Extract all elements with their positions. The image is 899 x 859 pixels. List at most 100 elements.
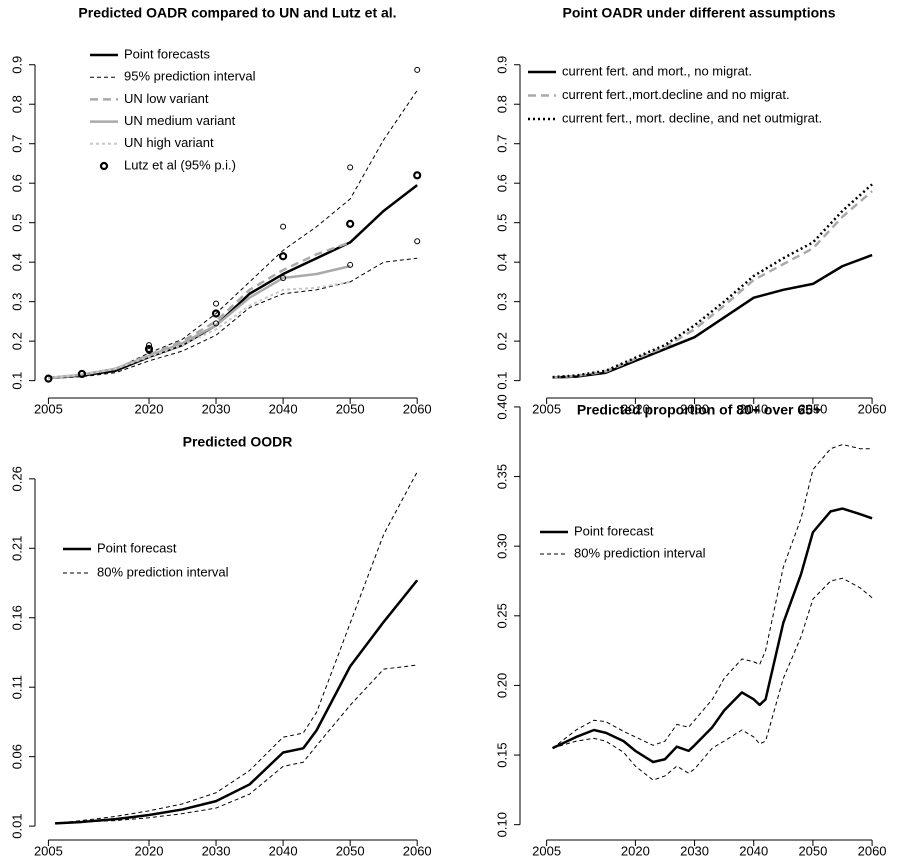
line [552,444,873,749]
x-tick-label: 2060 [403,401,432,416]
x-tick-label: 2050 [798,401,827,416]
legend-label: 80% prediction interval [97,564,229,579]
x-tick-label: 2005 [34,843,63,858]
interval-point [347,261,354,268]
y-tick-label: 0.9 [9,56,24,74]
interval-point [213,320,220,327]
line [48,280,351,379]
x-tick-label: 2060 [858,843,887,858]
y-tick-label: 0.7 [9,135,24,153]
x-tick-label: 2040 [269,401,298,416]
chart-title: Predicted proportion of 80+ over 65+ [577,402,821,418]
panel: Predicted OADR compared to UN and Lutz e… [9,5,431,417]
point [346,219,355,228]
x-tick-label: 2005 [34,401,63,416]
legend-label: Point forecast [97,540,177,555]
line [55,579,419,825]
y-tick-label: 0.1 [494,372,509,390]
x-tick-label: 2030 [202,843,231,858]
y-tick-label: 0.6 [9,174,24,192]
chart-title: Predicted OADR compared to UN and Lutz e… [78,5,396,21]
legend-label: Point forecast [574,523,654,538]
point [144,344,154,354]
legend-symbol [99,161,109,171]
legend-label: UN high variant [124,135,214,150]
interval-point [347,164,354,171]
x-tick-label: 2050 [798,843,827,858]
x-tick-label: 2020 [135,401,164,416]
panel: Predicted proportion of 80+ over 65+ 2005… [494,394,886,858]
interval-point [280,274,287,281]
x-tick-label: 2040 [739,843,768,858]
panel: Predicted OODR 2005 2020 2030 2040 2050 2060 0.… [9,434,431,859]
y-tick-label: 0.30 [494,534,509,559]
y-tick-label: 0.7 [494,135,509,153]
y-tick-label: 0.2 [494,332,509,350]
x-tick-label: 2030 [680,843,709,858]
line [48,184,418,380]
y-tick-label: 0.1 [9,372,24,390]
interval-point [145,348,152,355]
point [278,252,288,261]
interval-point [280,223,287,230]
x-tick-label: 2050 [336,843,365,858]
y-tick-label: 0.8 [9,95,24,113]
y-tick-label: 0.15 [494,742,509,767]
y-tick-label: 0.3 [494,293,509,311]
y-tick-label: 0.06 [9,744,24,769]
x-tick-label: 2020 [621,843,650,858]
legend-label: 95% prediction interval [124,69,256,84]
y-tick-label: 0.01 [9,813,24,838]
x-tick-label: 2060 [858,401,887,416]
line [48,241,351,380]
y-tick-label: 0.25 [494,603,509,628]
y-tick-label: 0.9 [494,56,509,74]
x-tick-label: 2020 [621,401,650,416]
y-tick-label: 0.20 [494,673,509,698]
interval-point [414,238,421,245]
x-tick-label: 2040 [739,401,768,416]
y-tick-label: 0.26 [9,466,24,491]
y-tick-label: 0.16 [9,605,24,630]
y-tick-label: 0.11 [9,675,24,699]
legend-label: Lutz et al (95% p.i.) [124,157,236,172]
legend-label: Point forecasts [124,46,210,61]
legend-label: current fert., mort. decline, and net ou… [562,110,822,125]
y-tick-label: 0.2 [9,332,24,350]
y-tick-label: 0.40 [494,394,509,419]
y-tick-label: 0.3 [9,293,24,311]
line [48,90,418,378]
chart-title: Predicted OODR [183,434,293,450]
y-tick-label: 0.10 [494,812,509,837]
point [77,369,87,379]
line [55,471,418,824]
interval-point [414,66,421,73]
interval-point [145,342,152,349]
y-tick-label: 0.5 [494,214,509,232]
x-tick-label: 2050 [336,401,365,416]
y-tick-label: 0.6 [494,174,509,192]
line [48,257,418,380]
legend-label: 80% prediction interval [574,545,706,560]
legend-label: UN medium variant [124,113,236,128]
x-tick-label: 2005 [532,843,561,858]
y-tick-label: 0.4 [9,253,24,271]
line [55,664,418,824]
x-tick-label: 2020 [135,843,164,858]
line [552,190,873,379]
point [413,171,422,180]
y-tick-label: 0.5 [9,214,24,232]
line [552,577,873,781]
y-tick-label: 0.4 [494,253,509,271]
line [552,253,873,379]
y-tick-label: 0.8 [494,95,509,113]
line [48,264,351,380]
y-tick-label: 0.21 [9,536,24,561]
x-tick-label: 2060 [403,843,432,858]
x-tick-label: 2005 [532,401,561,416]
x-tick-label: 2040 [269,843,298,858]
chart-title: Point OADR under different assumptions [562,5,835,21]
x-tick-label: 2030 [680,401,709,416]
x-tick-label: 2030 [202,401,231,416]
